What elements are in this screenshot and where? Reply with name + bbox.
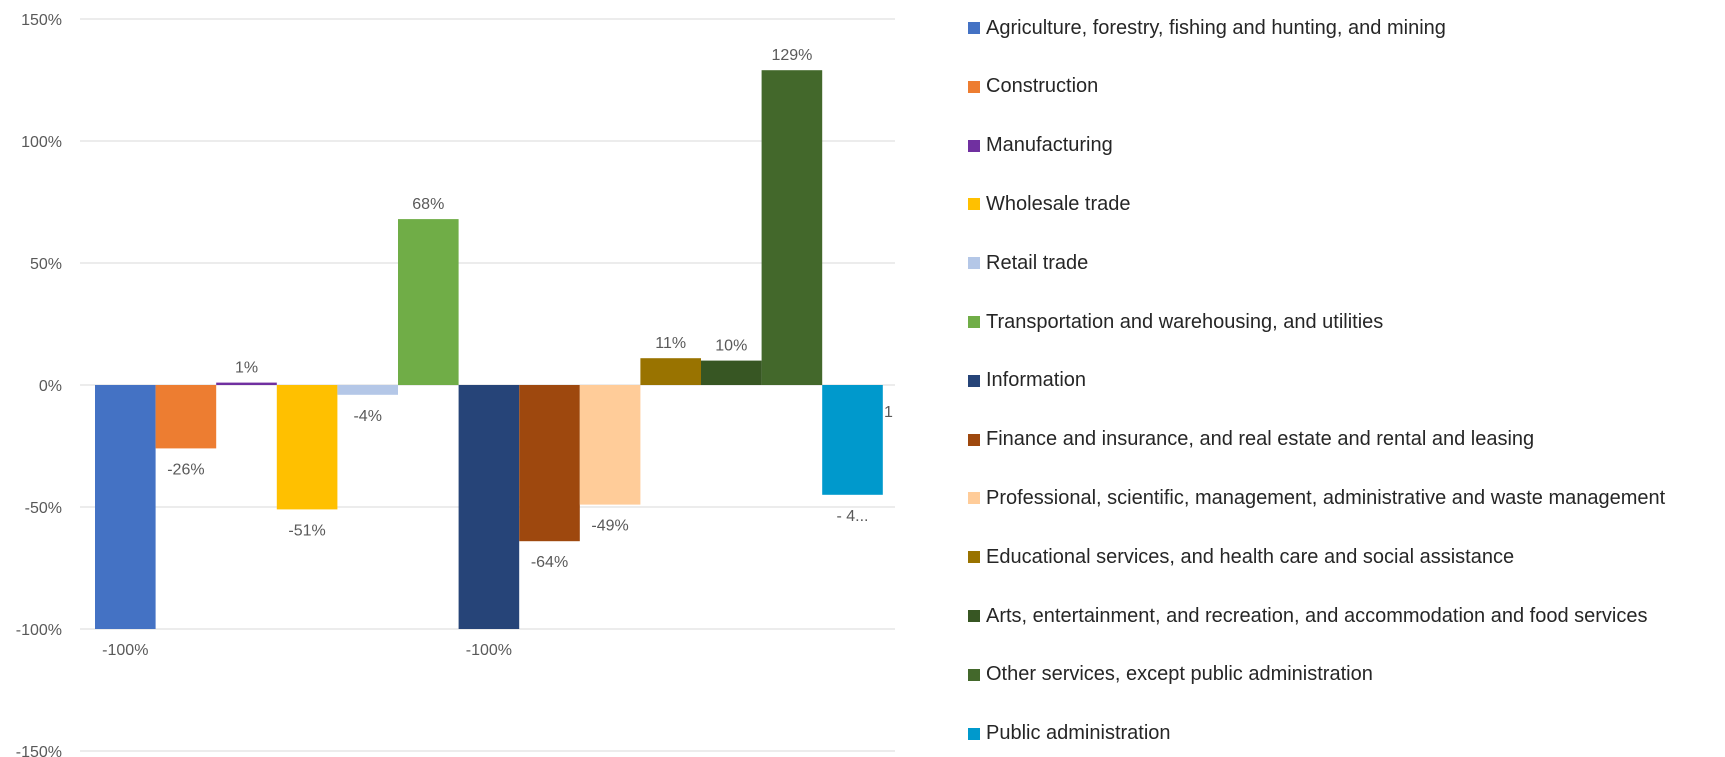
legend-label: Educational services, and health care an… [986,545,1515,568]
y-tick-label: 150% [21,12,62,29]
bar[interactable] [701,360,762,385]
bar[interactable] [458,385,520,629]
bar[interactable] [337,385,398,395]
clipped-data-label: 1 [884,404,893,421]
legend-item: Information [968,369,1086,393]
legend-item: Other services, except public administra… [968,663,1373,687]
legend-swatch [968,80,980,93]
legend-item: Transportation and warehousing, and util… [968,310,1383,334]
bar[interactable] [519,385,580,542]
data-label: - 4... [836,508,868,525]
y-tick-label: 0% [39,378,62,395]
data-label: 68% [412,196,444,213]
y-tick-label: -100% [16,622,62,639]
legend-item: Agriculture, forestry, fishing and hunti… [968,16,1446,40]
legend-label: Public administration [986,722,1171,745]
legend-label: Transportation and warehousing, and util… [986,310,1384,333]
data-label: -4% [353,408,381,425]
legend-label: Manufacturing [986,134,1113,157]
bar[interactable] [95,385,156,629]
legend-swatch [968,492,980,505]
bar[interactable] [155,385,217,449]
data-label: 11% [655,335,686,352]
bar[interactable] [822,385,883,495]
legend-item: Wholesale trade [968,192,1131,216]
legend-swatch [968,374,980,387]
legend-swatch [968,198,980,211]
legend-swatch [968,22,980,34]
bar[interactable] [276,385,338,510]
legend-item: Manufacturing [968,134,1113,158]
legend-swatch [968,551,980,564]
legend-swatch [968,433,980,446]
data-label: 1% [235,360,258,377]
legend-swatch [968,316,980,328]
legend-label: Construction [986,75,1099,98]
bar[interactable] [216,382,277,385]
data-label: -26% [167,461,204,478]
legend-swatch [968,727,980,740]
bar[interactable] [640,358,701,385]
legend-swatch [968,668,980,681]
legend-label: Other services, except public administra… [986,663,1373,686]
legend-label: Retail trade [986,251,1089,274]
legend-item: Retail trade [968,251,1088,275]
y-tick-label: 100% [21,134,62,151]
legend-label: Information [986,369,1087,392]
y-tick-label: 50% [30,256,62,273]
legend-label: Wholesale trade [986,192,1131,215]
legend-swatch [968,610,980,622]
legend-label: Agriculture, forestry, fishing and hunti… [986,16,1446,39]
chart-plot-area: 150% 100% 50% 0% -50% -100% -150% -100% -26% 1% -5… [16,12,895,757]
legend-item: Professional, scientific, management, ad… [968,486,1665,510]
data-label: -64% [531,554,568,571]
legend-item: Construction [968,75,1098,99]
data-label: 129% [771,47,812,64]
legend-label: Finance and insurance, and real estate a… [986,428,1535,451]
legend-item: Arts, entertainment, and recreation, and… [968,604,1647,628]
legend-label: Professional, scientific, management, ad… [986,486,1666,509]
bar[interactable] [579,385,641,505]
legend-item: Finance and insurance, and real estate a… [968,428,1534,452]
data-label: -51% [288,522,325,539]
y-tick-label: -150% [16,744,62,757]
bar[interactable] [761,70,823,385]
data-label: -100% [102,642,148,659]
bar[interactable] [398,219,459,385]
legend-label: Arts, entertainment, and recreation, and… [986,604,1648,627]
data-label: -100% [466,642,512,659]
data-label: 10% [715,338,747,355]
legend-item: Public administration [968,722,1171,746]
data-label: -49% [591,518,628,535]
legend-swatch [968,257,980,270]
legend-item: Educational services, and health care an… [968,545,1514,569]
y-tick-label: -50% [25,500,62,517]
legend-swatch [968,139,980,152]
